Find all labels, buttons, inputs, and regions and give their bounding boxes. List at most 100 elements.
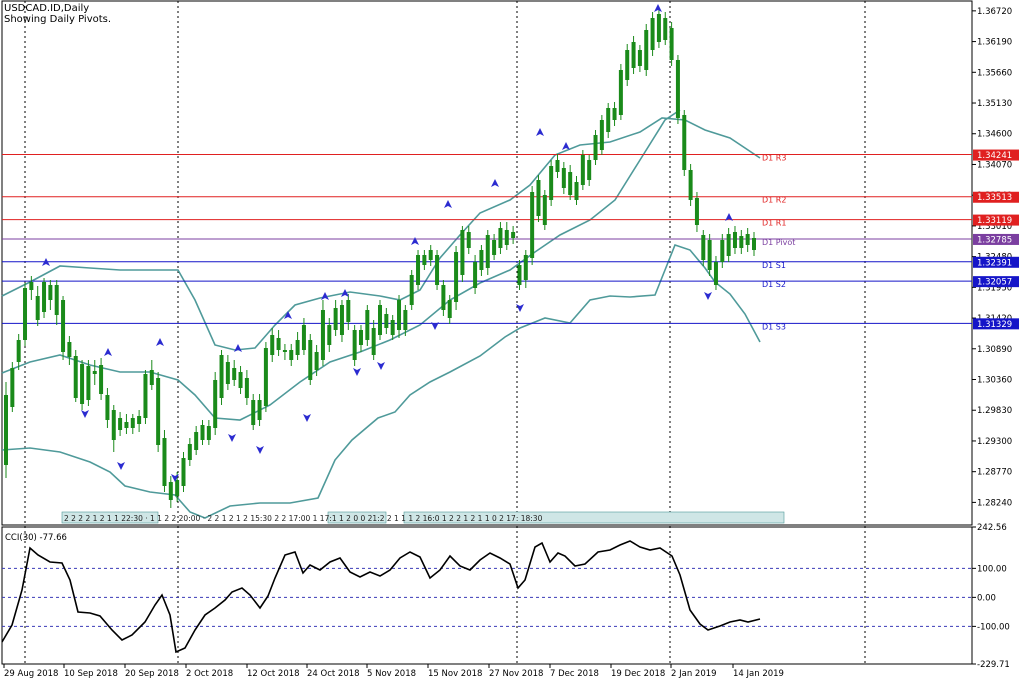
candle [358, 325, 363, 352]
candle-body [333, 308, 338, 330]
candle [523, 250, 528, 288]
candle [384, 308, 389, 334]
candle [713, 256, 718, 290]
candle-body [251, 400, 256, 425]
candle-body [371, 328, 376, 355]
candle-body [67, 342, 72, 357]
candle-body [181, 458, 186, 486]
candle [213, 372, 218, 435]
candle-body [726, 234, 731, 256]
candle-body [276, 338, 281, 350]
pivot-label: D1 R2 [762, 196, 786, 205]
candle-body [99, 365, 104, 394]
candle-body [130, 418, 135, 428]
pivot-value-box [973, 233, 1019, 245]
pivot-value: 1.33119 [977, 216, 1012, 226]
price-tick-label: 1.34070 [977, 160, 1012, 170]
candle-body [530, 192, 535, 258]
fractal-up-arrow [654, 4, 662, 12]
candle [219, 350, 224, 405]
price-tick-label: 1.30360 [977, 376, 1012, 386]
candle-body [16, 340, 21, 362]
candle-body [536, 180, 541, 216]
candle-body [549, 166, 554, 200]
session-marks-bg [327, 511, 387, 524]
candle [637, 45, 642, 72]
candle [54, 280, 59, 325]
candle [124, 414, 129, 434]
candle [295, 332, 300, 360]
candle [206, 420, 211, 445]
candle [625, 44, 630, 86]
candle-body [168, 482, 173, 500]
candle-body [105, 395, 110, 420]
price-tick-label: 1.35660 [977, 68, 1012, 78]
candle-body [54, 285, 59, 315]
candle [42, 278, 47, 318]
candle [282, 344, 287, 360]
fractal-up-arrow [156, 338, 164, 346]
candle-body [523, 255, 528, 280]
pivot-value: 1.32057 [977, 278, 1012, 288]
fractal-down-arrow [117, 462, 125, 470]
candle-body [663, 18, 668, 40]
candle-body [720, 240, 725, 262]
candle-body [23, 288, 28, 340]
candle-body [485, 235, 490, 268]
candle-body [232, 368, 237, 380]
candle [473, 255, 478, 294]
candle [631, 36, 636, 74]
bollinger-lower-band [1, 244, 761, 519]
candle-body [682, 115, 687, 170]
candle [105, 388, 110, 428]
candle [580, 150, 585, 190]
candle-body [732, 232, 737, 248]
candle-body [61, 300, 66, 352]
candle-body [511, 232, 516, 238]
candle-body [492, 240, 497, 255]
candle [701, 230, 706, 266]
candle [447, 295, 452, 324]
date-tick-label: 14 Jan 2019 [733, 669, 784, 679]
candle [339, 300, 344, 342]
candle-body [92, 371, 97, 374]
candle [301, 318, 306, 355]
candle-body [187, 444, 192, 460]
candle-body [118, 418, 123, 430]
candle [289, 344, 294, 366]
candle-body [701, 235, 706, 260]
price-tick-label: 1.28770 [977, 468, 1012, 478]
candle-body [656, 14, 661, 42]
pivot-value: 1.34241 [977, 151, 1012, 161]
pivot-value: 1.31329 [977, 320, 1012, 330]
candle-body [669, 28, 674, 60]
date-tick-label: 27 Nov 2018 [489, 669, 543, 679]
candle-body [301, 325, 306, 350]
date-tick-label: 24 Oct 2018 [307, 669, 360, 679]
candle [137, 410, 142, 432]
fractal-up-arrow [284, 311, 292, 319]
candle-body [403, 310, 408, 330]
candle-body [365, 310, 370, 340]
candle [656, 8, 661, 48]
fractal-up-arrow [42, 258, 50, 266]
price-tick-label: 1.34600 [977, 130, 1012, 140]
candle-body [568, 172, 573, 195]
candle [549, 160, 554, 206]
candle-body [48, 285, 53, 300]
candle-body [441, 285, 446, 310]
candle [454, 246, 459, 310]
candle-body [346, 300, 351, 322]
candle [168, 476, 173, 508]
pivot-value-box [973, 256, 1019, 268]
candle [118, 412, 123, 436]
candle [314, 345, 319, 376]
candle-body [327, 325, 332, 345]
candle-body [422, 255, 427, 265]
candle-body [194, 432, 199, 450]
candle-body [593, 135, 598, 160]
date-tick-label: 19 Dec 2018 [611, 669, 665, 679]
candle [460, 226, 465, 282]
candle-body [10, 368, 15, 407]
